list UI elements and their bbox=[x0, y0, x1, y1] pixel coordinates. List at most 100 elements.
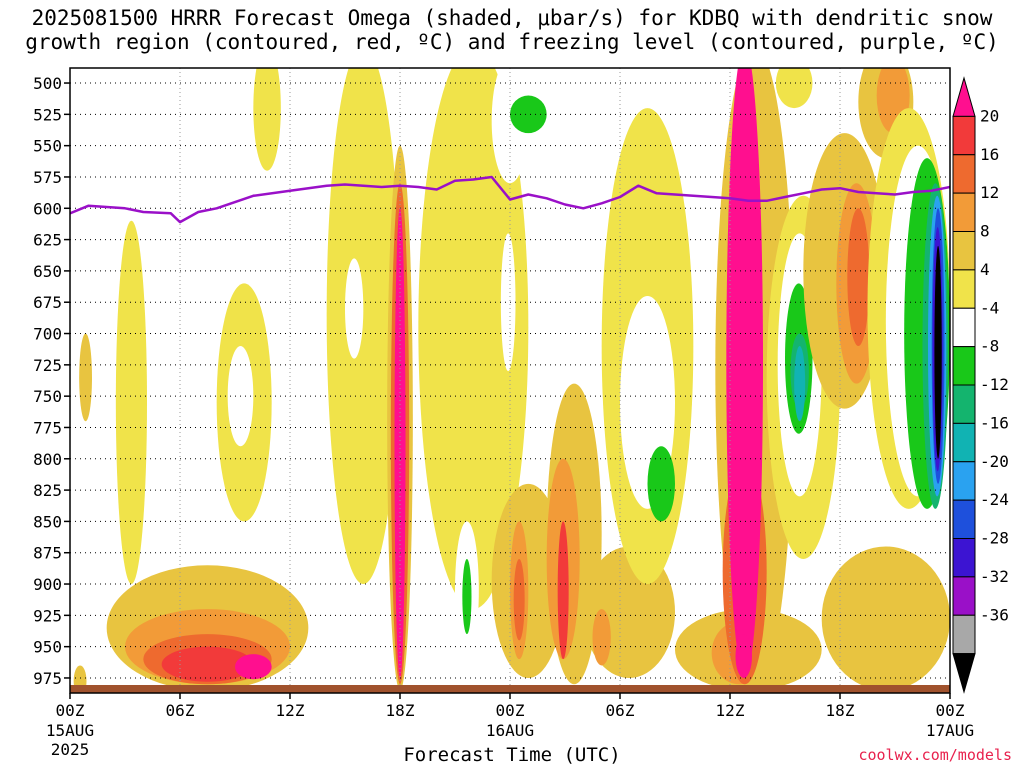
y-axis: 500 525 550 575 600 625 650 675 700 725 750 775 800 8… bbox=[33, 74, 70, 688]
colorbar-label: -32 bbox=[980, 567, 1009, 586]
omega-region-20 bbox=[500, 233, 516, 372]
y-tick-label: 700 bbox=[33, 325, 62, 344]
colorbar-label: -8 bbox=[980, 337, 999, 356]
y-tick-label: 950 bbox=[33, 638, 62, 657]
colorbar-swatch bbox=[952, 154, 976, 194]
colorbar-swatch bbox=[952, 461, 976, 501]
omega-region-5 bbox=[161, 646, 254, 682]
omega-region-21 bbox=[509, 95, 547, 134]
y-tick-label: 500 bbox=[33, 74, 62, 93]
chart-title: 2025081500 HRRR Forecast Omega (shaded, … bbox=[0, 6, 1024, 54]
y-tick-label: 975 bbox=[33, 669, 62, 688]
colorbar-swatch bbox=[952, 307, 976, 348]
x-tick-sublabel: 2025 bbox=[51, 740, 90, 759]
colorbar-swatch bbox=[952, 422, 976, 463]
x-tick-label: 12Z bbox=[276, 701, 305, 720]
omega-shading bbox=[73, 68, 950, 693]
x-tick-sublabel: 17AUG bbox=[926, 721, 974, 740]
omega-region-11 bbox=[326, 68, 400, 584]
colorbar-swatch bbox=[952, 576, 976, 616]
x-tick-label: 06Z bbox=[606, 701, 635, 720]
chart-title-line2: growth region (contoured, red, ºC) and f… bbox=[25, 30, 999, 54]
colorbar-label: -16 bbox=[980, 413, 1009, 432]
omega-region-15 bbox=[394, 208, 406, 678]
x-tick-label: 18Z bbox=[826, 701, 855, 720]
omega-region-7 bbox=[115, 220, 147, 585]
omega-region-18 bbox=[462, 558, 472, 635]
colorbar-swatch bbox=[952, 384, 976, 424]
colorbar-label: 12 bbox=[980, 183, 999, 202]
x-tick-sublabel: 16AUG bbox=[486, 721, 534, 740]
y-tick-label: 850 bbox=[33, 512, 62, 531]
colorbar-swatch bbox=[952, 614, 976, 655]
omega-region-12 bbox=[345, 258, 364, 359]
x-tick-label: 12Z bbox=[716, 701, 745, 720]
x-tick-sublabel: 15AUG bbox=[46, 721, 94, 740]
x-axis-title: Forecast Time (UTC) bbox=[403, 744, 621, 766]
omega-region-47 bbox=[847, 208, 870, 347]
colorbar-label: -24 bbox=[980, 490, 1009, 509]
omega-region-37 bbox=[726, 68, 763, 678]
y-tick-label: 650 bbox=[33, 262, 62, 281]
chart-title-line1: 2025081500 HRRR Forecast Omega (shaded, … bbox=[31, 6, 993, 30]
y-tick-label: 725 bbox=[33, 356, 62, 375]
y-tick-label: 825 bbox=[33, 481, 62, 500]
y-tick-label: 900 bbox=[33, 575, 62, 594]
freezing-level-layer bbox=[70, 175, 950, 224]
y-tick-label: 775 bbox=[33, 418, 62, 437]
y-tick-label: 525 bbox=[33, 105, 62, 124]
colorbar-swatch bbox=[952, 269, 976, 309]
colorbar-label: -28 bbox=[980, 529, 1009, 548]
x-tick-label: 00Z bbox=[936, 701, 965, 720]
y-tick-label: 800 bbox=[33, 450, 62, 469]
omega-region-43 bbox=[794, 346, 806, 422]
colorbar-swatch bbox=[952, 538, 976, 578]
omega-region-1 bbox=[79, 333, 93, 422]
omega-region-44 bbox=[775, 68, 813, 109]
omega-region-10 bbox=[253, 68, 281, 171]
colorbar-label: -4 bbox=[980, 298, 999, 317]
colorbar-swatch bbox=[952, 76, 976, 117]
ground-fill bbox=[70, 685, 950, 693]
colorbar-swatch bbox=[952, 499, 976, 539]
y-tick-label: 875 bbox=[33, 544, 62, 563]
y-tick-label: 675 bbox=[33, 293, 62, 312]
omega-region-32 bbox=[647, 446, 675, 522]
y-tick-label: 925 bbox=[33, 606, 62, 625]
omega-region-50 bbox=[821, 546, 950, 691]
colorbar-label: 16 bbox=[980, 145, 999, 164]
colorbar-label: 8 bbox=[980, 222, 990, 241]
omega-region-16 bbox=[418, 68, 529, 609]
omega-region-27 bbox=[557, 521, 569, 660]
omega-region-29 bbox=[592, 609, 611, 666]
colorbar-swatch bbox=[952, 346, 976, 386]
y-tick-label: 625 bbox=[33, 231, 62, 250]
omega-region-19 bbox=[491, 68, 529, 184]
x-tick-label: 00Z bbox=[56, 701, 85, 720]
freezing-level-line bbox=[70, 175, 950, 224]
omega-region-38 bbox=[735, 634, 752, 678]
omega-region-58 bbox=[934, 245, 942, 459]
gridlines bbox=[70, 68, 950, 693]
x-tick-label: 06Z bbox=[166, 701, 195, 720]
credit-text: coolwx.com/models bbox=[858, 746, 1012, 764]
x-tick-label: 18Z bbox=[386, 701, 415, 720]
colorbar-label: -12 bbox=[980, 375, 1009, 394]
y-tick-label: 750 bbox=[33, 387, 62, 406]
y-tick-label: 575 bbox=[33, 168, 62, 187]
colorbar-swatch bbox=[952, 653, 976, 694]
y-tick-label: 550 bbox=[33, 137, 62, 156]
colorbar-label: 4 bbox=[980, 260, 990, 279]
y-tick-label: 600 bbox=[33, 199, 62, 218]
colorbar-swatch bbox=[952, 192, 976, 232]
colorbar-label: -20 bbox=[980, 452, 1009, 471]
colorbar-label: 20 bbox=[980, 106, 999, 125]
omega-region-24 bbox=[513, 558, 525, 641]
colorbar-swatch bbox=[952, 231, 976, 271]
colorbar-label: -36 bbox=[980, 605, 1009, 624]
colorbar-swatch bbox=[952, 115, 976, 156]
x-tick-label: 00Z bbox=[496, 701, 525, 720]
colorbar: 20 16 12 8 4 -4 -8 -12 -16 -20 -24 -28 -32 -36 bbox=[952, 76, 1009, 694]
